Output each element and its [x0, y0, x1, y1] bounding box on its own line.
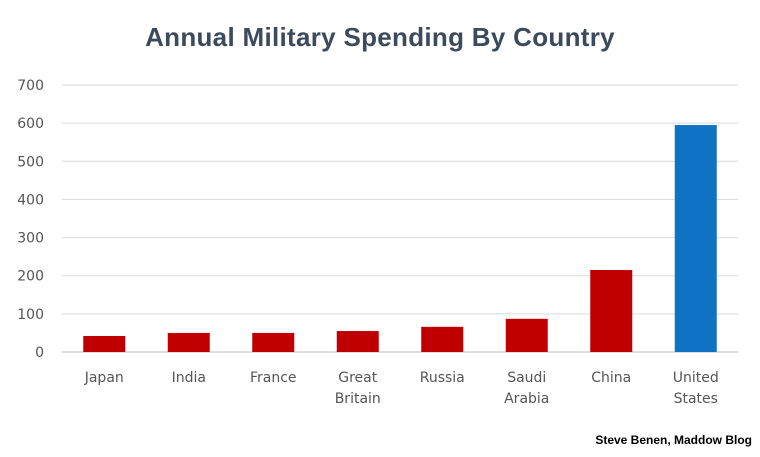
x-tick-label: Saudi Arabia: [504, 370, 549, 407]
bar: [336, 331, 379, 352]
x-tick-label: India: [172, 370, 206, 386]
bar: [674, 125, 717, 352]
y-tick-label: 300: [17, 231, 44, 247]
x-tick-label: France: [250, 370, 297, 386]
bar: [167, 332, 210, 352]
y-tick-label: 100: [17, 307, 44, 323]
y-tick-label: 200: [17, 269, 44, 285]
x-tick-label: Great Britain: [335, 370, 381, 407]
x-tick-label: United States: [673, 370, 719, 407]
bar: [83, 335, 126, 352]
bar: [421, 326, 464, 352]
bar: [252, 332, 295, 352]
y-tick-label: 400: [17, 192, 44, 208]
bar: [505, 318, 548, 352]
y-tick-label: 0: [35, 345, 44, 361]
y-tick-label: 500: [17, 154, 44, 170]
y-tick-label: 700: [17, 78, 44, 94]
credit-text: Steve Benen, Maddow Blog: [595, 433, 752, 447]
x-tick-label: Japan: [84, 370, 124, 386]
y-tick-label: 600: [17, 116, 44, 132]
x-tick-label: China: [591, 370, 631, 386]
bar: [590, 269, 633, 352]
x-tick-label: Russia: [420, 370, 465, 386]
chart-title: Annual Military Spending By Country: [145, 22, 615, 52]
